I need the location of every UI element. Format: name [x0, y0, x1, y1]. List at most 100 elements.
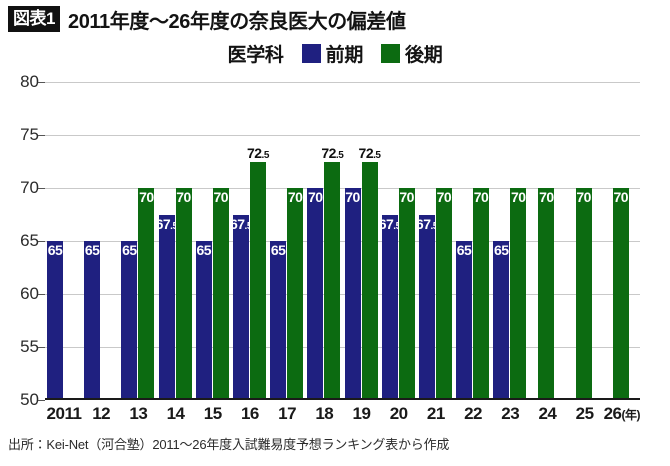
bar-kouki: 70 — [175, 188, 192, 400]
bar-zenki: 65 — [121, 241, 138, 400]
bar-group: 67.5 70 — [379, 82, 415, 400]
bar-kouki: 70 — [612, 188, 629, 400]
bar-value-label: 70 — [308, 189, 323, 205]
bar-group: 65 70 — [195, 82, 229, 400]
bar-value-label: 65 — [493, 242, 509, 258]
bar-value-label: 70 — [399, 189, 414, 205]
bar-value-label: 67.5 — [415, 215, 438, 232]
bar-value-label: 72.5 — [358, 144, 381, 161]
y-axis-tick-mark — [38, 294, 45, 295]
bar-zenki: 65 — [493, 241, 510, 400]
gridline — [45, 188, 640, 189]
page-title: 2011年度～26年度の奈良医大の偏差値 — [67, 10, 406, 33]
bar-group: 67.5 72.5 — [229, 82, 269, 400]
bar-zenki: 65 — [84, 241, 101, 400]
x-axis-tick-label: 26(年) — [603, 404, 641, 423]
x-axis-tick-label: 25 — [575, 404, 594, 423]
chart-legend: 医学科 前期 後期 — [0, 38, 670, 68]
bar-zenki: 67.5 — [229, 214, 252, 400]
bar-value-label: 72.5 — [321, 144, 344, 161]
bar-group: 70 72.5 — [344, 82, 381, 400]
bar-value-label: 70 — [287, 189, 303, 205]
bar-kouki: 70 — [473, 188, 490, 400]
chart-plot-wrapper: 80 75 70 65 60 55 50 65 65 65 70 67.5 70 65 70 67.5 72.… — [0, 68, 670, 423]
y-axis-tick-label: 70 — [20, 178, 39, 197]
bar-kouki: 70 — [398, 188, 415, 400]
bar-value-label: 70 — [139, 189, 154, 205]
bar-kouki: 70 — [435, 188, 452, 400]
bar-value-label: 70 — [613, 189, 629, 205]
bar-zenki: 65 — [456, 241, 473, 400]
legend-item-kouki: 後期 — [381, 40, 443, 67]
bar-zenki: 70 — [344, 188, 361, 400]
x-axis-tick-label: 19 — [352, 404, 371, 423]
bar-kouki: 70 — [510, 188, 527, 400]
y-axis-tick-mark — [38, 347, 45, 348]
legend-swatch-kouki — [381, 43, 401, 63]
y-axis-tick-mark — [38, 135, 45, 136]
legend-swatch-zenki — [301, 43, 321, 63]
bar-group: 70 72.5 — [307, 82, 344, 400]
x-axis-tick-label: 22 — [464, 404, 483, 423]
y-axis-tick-mark — [38, 400, 45, 401]
bar-value-label: 70 — [510, 189, 526, 205]
bar-group: 65 70 — [456, 82, 490, 400]
x-axis-tick-label: 16 — [240, 404, 259, 423]
y-axis-tick-label: 75 — [20, 125, 39, 144]
bar-group: 70 — [605, 82, 638, 400]
source-note: 出所：Kei-Net（河合塾）2011～26年度入試難易度予想ランキング表から作… — [8, 437, 450, 452]
bar-value-label: 70 — [473, 189, 489, 205]
y-axis-tick-mark — [38, 241, 45, 242]
x-axis-tick-label: 12 — [92, 404, 111, 423]
bar-group: 67.5 70 — [415, 82, 452, 400]
bar-group: 65 — [47, 82, 80, 400]
bar-value-label: 70 — [576, 189, 591, 205]
bar-kouki: 72.5 — [359, 146, 381, 400]
y-axis-tick-label: 50 — [20, 390, 39, 409]
bar-zenki: 67.5 — [379, 214, 401, 400]
bar-value-label: 70 — [436, 189, 452, 205]
gridline — [45, 347, 640, 348]
gridline — [45, 82, 640, 83]
bar-value-label: 65 — [122, 242, 137, 258]
y-axis-tick-label: 80 — [20, 72, 39, 91]
bar-value-label: 65 — [84, 242, 100, 258]
x-axis-line — [45, 398, 640, 400]
bar-kouki: 70 — [575, 188, 592, 400]
y-axis-tick-label: 60 — [20, 284, 39, 303]
y-axis-tick-mark — [38, 82, 45, 83]
bar-value-label: 67.5 — [155, 215, 178, 232]
y-axis-tick-label: 55 — [20, 337, 39, 356]
x-axis-tick-label: 17 — [278, 404, 297, 423]
bar-group: 65 70 — [270, 82, 304, 400]
legend-label-zenki: 前期 — [325, 44, 364, 66]
bar-kouki: 70 — [287, 188, 304, 400]
bar-zenki: 67.5 — [155, 214, 178, 400]
bar-value-label: 65 — [456, 242, 472, 258]
legend-item-zenki: 前期 — [301, 40, 364, 67]
bar-value-label: 72.5 — [246, 144, 269, 161]
bar-group: 70 — [568, 82, 601, 400]
bar-kouki: 70 — [212, 188, 229, 400]
bar-kouki: 70 — [538, 188, 555, 400]
x-axis-tick-label: 18 — [315, 404, 334, 423]
bar-value-label: 70 — [213, 189, 229, 205]
bar-value-label: 67.5 — [229, 215, 252, 232]
y-axis-tick-mark — [38, 188, 45, 189]
legend-group-title: 医学科 — [227, 44, 284, 66]
x-axis-tick-label: 23 — [501, 404, 520, 423]
bar-value-label: 70 — [539, 189, 554, 205]
x-axis-labels: 2011 12 13 14 15 16 17 18 19 20 21 22 23 24 25 26(年) — [45, 404, 641, 430]
x-axis-tick-label: 24 — [538, 404, 557, 423]
bars-layer: 65 65 65 70 67.5 70 65 70 67.5 72.5 65 70 70 72.5 70 72… — [45, 82, 640, 400]
figure-badge: 図表1 — [8, 6, 60, 32]
bar-group: 70 — [530, 82, 563, 400]
gridline — [45, 135, 640, 136]
bar-value-label: 70 — [345, 189, 360, 205]
x-axis-tick-label: 13 — [129, 404, 148, 423]
x-axis-tick-label: 21 — [426, 404, 445, 423]
bar-value-label: 65 — [196, 242, 212, 258]
bar-value-label: 70 — [176, 189, 191, 205]
bar-value-label: 65 — [270, 242, 286, 258]
bar-zenki: 67.5 — [415, 214, 438, 400]
